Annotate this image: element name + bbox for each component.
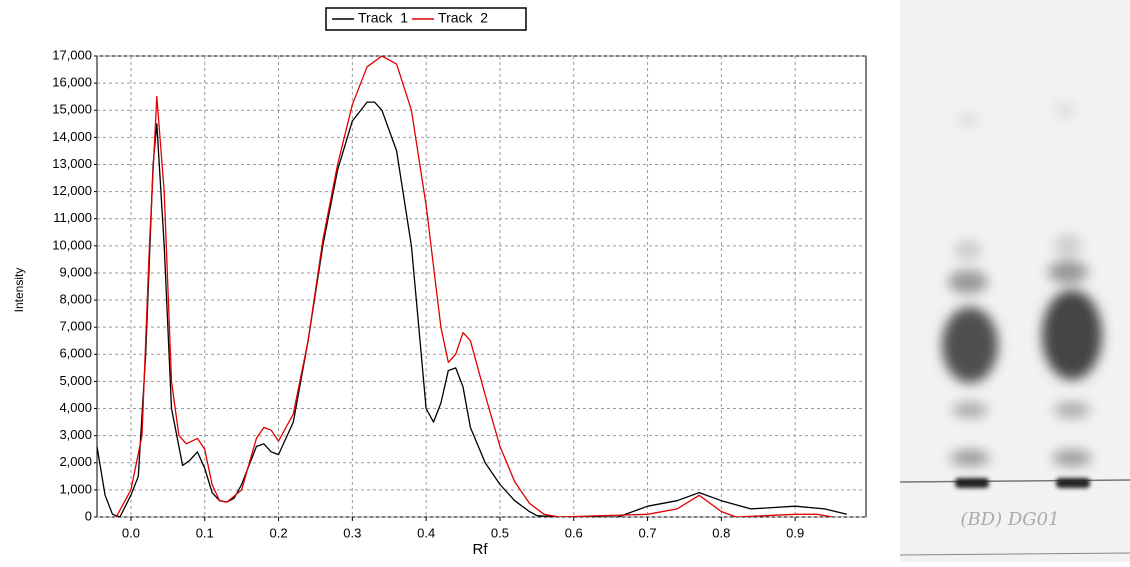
- y-tick-label: 16,000: [52, 75, 92, 90]
- x-tick-label: 0.4: [417, 525, 435, 540]
- x-tick-label: 0.1: [196, 525, 214, 540]
- y-tick-label: 5,000: [59, 373, 92, 388]
- tlc-plate: (BD) DG01: [899, 0, 1130, 562]
- y-tick-label: 4,000: [59, 400, 92, 415]
- series-line: [97, 101, 847, 517]
- plate-label: (BD) DG01: [960, 509, 1059, 530]
- x-tick-label: 0.0: [122, 525, 140, 540]
- y-tick-label: 11,000: [53, 210, 92, 225]
- y-tick-label: 8,000: [59, 291, 92, 306]
- y-tick-label: 1,000: [59, 481, 92, 496]
- x-tick-label: 0.9: [786, 525, 804, 540]
- y-tick-label: 13,000: [52, 156, 92, 171]
- x-tick-label: 0.6: [565, 525, 583, 540]
- y-tick-label: 14,000: [52, 129, 92, 144]
- y-tick-label: 3,000: [59, 427, 92, 442]
- legend-label: Track 2: [438, 10, 488, 26]
- x-tick-label: 0.7: [639, 525, 657, 540]
- y-tick-label: 15,000: [52, 102, 92, 117]
- x-tick-label: 0.3: [343, 525, 361, 540]
- y-tick-label: 17,000: [52, 47, 92, 62]
- y-axis-label: Intensity: [12, 268, 26, 313]
- y-tick-label: 7,000: [59, 319, 92, 334]
- x-tick-label: 0.5: [491, 525, 509, 540]
- y-tick-label: 10,000: [52, 237, 92, 252]
- y-tick-label: 0: [85, 508, 92, 523]
- x-tick-label: 0.2: [270, 525, 288, 540]
- x-axis-label: Rf: [473, 541, 489, 558]
- y-tick-label: 12,000: [52, 183, 92, 198]
- y-tick-label: 6,000: [59, 346, 92, 361]
- legend-label: Track 1: [358, 10, 408, 26]
- x-tick-label: 0.8: [712, 525, 730, 540]
- y-tick-label: 2,000: [59, 454, 92, 469]
- y-tick-label: 9,000: [59, 264, 92, 279]
- plot-frame: [96, 55, 867, 518]
- series-line: [115, 56, 833, 517]
